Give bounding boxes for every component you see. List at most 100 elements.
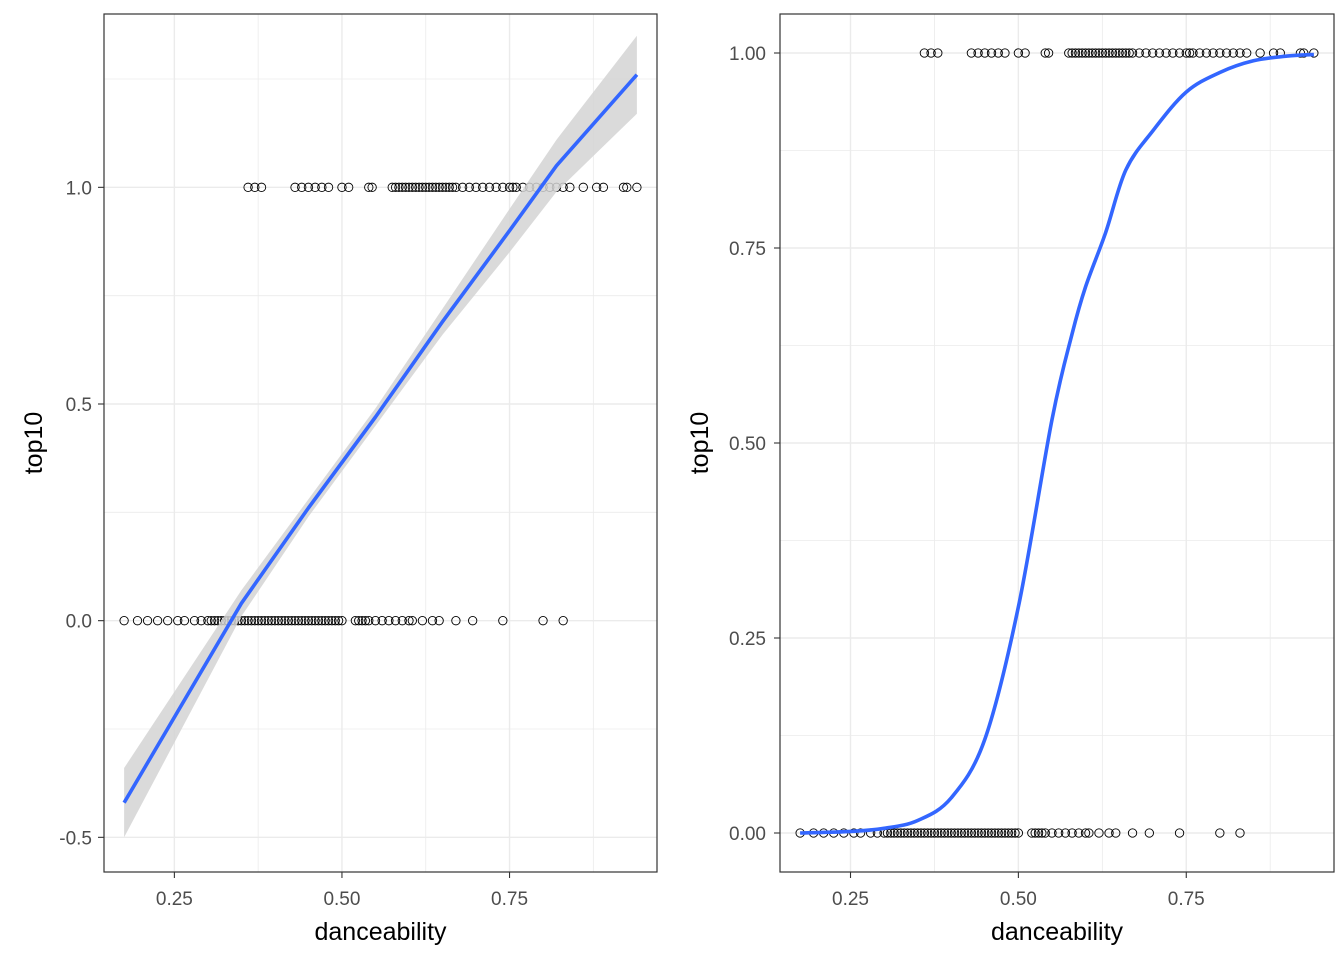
data-point — [960, 828, 970, 838]
data-point — [1215, 48, 1225, 58]
data-point — [1054, 828, 1064, 838]
data-point — [323, 616, 334, 626]
data-point — [354, 616, 364, 626]
data-point — [1067, 828, 1077, 838]
data-point — [598, 182, 609, 192]
data-point — [260, 616, 270, 626]
data-point — [434, 616, 444, 626]
data-point — [970, 828, 980, 838]
data-point — [1020, 48, 1030, 58]
data-point — [592, 182, 602, 192]
data-point — [1084, 828, 1094, 838]
data-point — [283, 616, 293, 626]
data-point — [1047, 828, 1057, 838]
data-point — [310, 616, 320, 626]
data-point — [441, 182, 451, 192]
data-point — [427, 616, 438, 626]
data-point — [578, 182, 588, 192]
data-point — [209, 616, 220, 626]
data-point — [1043, 48, 1054, 58]
data-point — [407, 182, 417, 192]
data-point — [1141, 48, 1151, 58]
data-point — [303, 182, 314, 192]
data-point — [919, 48, 930, 58]
data-point — [1174, 48, 1185, 58]
data-point — [980, 828, 990, 838]
data-point — [902, 828, 913, 838]
data-point — [1007, 828, 1017, 838]
data-point — [1090, 48, 1101, 58]
data-point — [1181, 48, 1191, 58]
data-point — [397, 616, 407, 626]
data-point — [434, 182, 444, 192]
data-point — [273, 616, 283, 626]
data-point — [478, 182, 488, 192]
data-point — [1215, 828, 1225, 838]
data-point — [152, 616, 163, 626]
data-point — [1144, 828, 1154, 838]
data-point — [511, 182, 521, 192]
data-point — [558, 616, 568, 626]
data-point — [498, 182, 508, 192]
data-point — [320, 616, 330, 626]
data-point — [163, 616, 173, 626]
data-point — [889, 828, 899, 838]
x-tick-label: 0.75 — [491, 889, 528, 910]
data-point — [276, 616, 287, 626]
data-point — [468, 616, 478, 626]
data-point — [976, 828, 987, 838]
data-point — [899, 828, 909, 838]
data-point — [1040, 828, 1050, 838]
data-point — [913, 828, 923, 838]
data-point — [1148, 48, 1158, 58]
data-point — [357, 616, 367, 626]
data-point — [119, 616, 129, 626]
data-point — [1060, 828, 1071, 838]
data-point — [1161, 48, 1171, 58]
data-point — [464, 182, 474, 192]
data-point — [1094, 48, 1104, 58]
y-tick-label: -0.5 — [59, 828, 92, 849]
data-point — [179, 616, 190, 626]
data-point — [196, 616, 206, 626]
data-point — [300, 616, 310, 626]
data-point — [1037, 828, 1047, 838]
data-point — [370, 616, 381, 626]
data-point — [939, 828, 950, 838]
y-tick-label: 0.50 — [729, 434, 766, 455]
data-point — [1235, 828, 1245, 838]
data-point — [943, 828, 953, 838]
data-point — [1235, 48, 1245, 58]
data-point — [936, 828, 946, 838]
data-point — [1000, 828, 1010, 838]
data-point — [424, 182, 434, 192]
data-point — [949, 828, 960, 838]
data-point — [1013, 828, 1024, 838]
data-point — [973, 828, 983, 838]
data-point — [565, 182, 575, 192]
data-point — [1228, 48, 1238, 58]
data-point — [1104, 48, 1114, 58]
data-point — [297, 182, 307, 192]
data-point — [404, 616, 414, 626]
data-point — [333, 616, 344, 626]
data-point — [253, 616, 263, 626]
data-point — [491, 182, 501, 192]
data-point — [431, 182, 441, 192]
data-point — [1074, 48, 1084, 58]
data-point — [926, 48, 936, 58]
data-point — [990, 828, 1000, 838]
data-point — [993, 828, 1003, 838]
data-point — [394, 182, 404, 192]
data-point — [896, 828, 906, 838]
data-point — [923, 828, 933, 838]
data-point — [996, 828, 1007, 838]
right-panel-logistic-fit: 0.25 0.50 0.75 0.00 0.25 0.50 0.75 1.00 danceabi… — [686, 13, 1335, 946]
x-axis-title: danceability — [991, 918, 1124, 946]
data-point — [933, 48, 943, 58]
data-point — [1168, 48, 1178, 58]
data-point — [384, 616, 394, 626]
data-point — [1097, 48, 1107, 58]
data-point — [256, 616, 267, 626]
